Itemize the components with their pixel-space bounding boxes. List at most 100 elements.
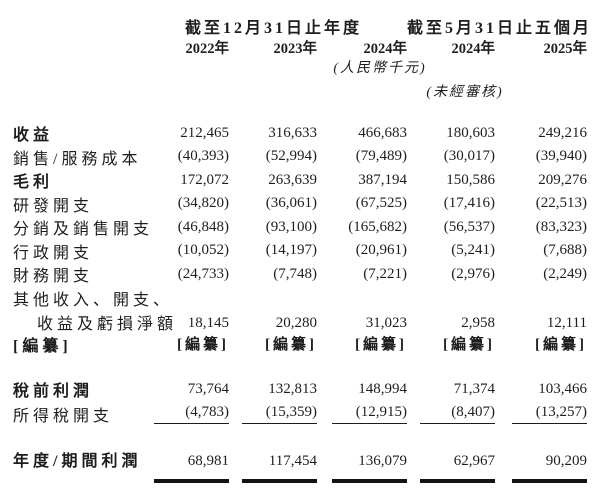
table-row-gross-profit: 毛利 172,072 263,639 387,194 150,586 209,2… [13, 168, 587, 192]
value-text: 117,454 [268, 452, 317, 469]
row-label-line2: 收益及虧損淨額 [37, 315, 178, 333]
value-cell: (8,407) [407, 404, 495, 424]
value-cell: 90,209 [495, 451, 587, 488]
table-row-finance-costs: 財務開支 (24,733) (7,748) (7,221) (2,976) (2… [13, 262, 587, 286]
table-row-distribution-selling-expenses: 分銷及銷售開支 (46,848) (93,100) (165,682) (56,… [13, 215, 587, 239]
value-cell: (17,416) [443, 195, 495, 211]
year-column-header: 2022年 [185, 41, 230, 57]
single-rule: (4,783) [154, 404, 229, 424]
value-text: 90,209 [545, 452, 587, 469]
value-cell: (79,489) [355, 148, 407, 164]
double-rule [242, 478, 317, 483]
table-row-profit-before-tax: 稅前利潤 73,764 132,813 148,994 71,374 103,4… [13, 377, 587, 401]
value-cell: 71,374 [453, 380, 495, 397]
double-rule [154, 478, 229, 483]
value-cell: [編纂] [177, 337, 229, 353]
value-cell: (7,748) [273, 265, 317, 282]
table-body: 收益 212,465 316,633 466,683 180,603 249,2… [13, 121, 587, 485]
value-cell: 12,111 [546, 314, 587, 331]
value-cell: (24,733) [177, 265, 229, 282]
row-label-line1: 其他收入、開支、 [13, 291, 174, 309]
table-row-income-tax-expense: 所得稅開支 (4,783) (15,359) (12,915) (8,407) … [13, 401, 587, 428]
year-column-header: 2025年 [543, 41, 588, 57]
header-period-interim: 截至5月31日止五個月 [407, 20, 593, 37]
year-column-header: 2023年 [273, 41, 318, 57]
value-cell: 136,079 [317, 451, 407, 488]
value-cell: (7,688) [543, 242, 587, 258]
value-text: 62,967 [453, 452, 495, 469]
row-label: 行政開支 [13, 244, 94, 262]
value-cell: [編纂] [355, 337, 407, 353]
double-rule [332, 478, 407, 483]
value-cell: 263,639 [268, 171, 317, 188]
value-cell: 68,981 [140, 451, 229, 488]
row-label: 所得稅開支 [13, 408, 114, 425]
value-cell: 150,586 [446, 171, 495, 188]
single-rule: (15,359) [242, 404, 317, 424]
value-cell: (46,848) [177, 218, 229, 235]
value-cell: [編纂] [535, 337, 587, 353]
year-column-header: 2024年 [451, 41, 496, 57]
header-spacer [13, 37, 140, 58]
currency-note: (人民幣千元) [333, 61, 427, 76]
header-period-annual: 截至12月31日止年度 [184, 20, 362, 37]
value-cell: (10,052) [177, 242, 229, 258]
unaudited-note: (未經審核) [426, 85, 504, 100]
table-header-years: 2022年 2023年 2024年 2024年 2025年 [13, 37, 588, 58]
value-cell: (39,940) [535, 148, 587, 164]
row-spacer [13, 428, 587, 451]
value-cell: 387,194 [358, 171, 407, 188]
row-label: 財務開支 [13, 268, 94, 285]
value-cell: 117,454 [229, 451, 317, 488]
table-row-admin-expenses: 行政開支 (10,052) (14,197) (20,961) (5,241) … [13, 239, 587, 263]
value-cell: (15,359) [229, 404, 317, 424]
value-cell: (2,249) [543, 265, 587, 282]
value-cell: 180,603 [446, 124, 495, 141]
value-cell: (93,100) [265, 218, 317, 235]
value-cell: (36,061) [265, 195, 317, 211]
value-cell: (165,682) [348, 218, 407, 235]
value-cell: (4,783) [140, 404, 229, 424]
value-cell: (30,017) [443, 148, 495, 164]
value-cell: 316,633 [268, 124, 317, 141]
table-row-other-income-net: 其他收入、開支、 收益及虧損淨額 18,145 20,280 31,023 2,… [13, 286, 587, 334]
table-row-rd-expenses: 研發開支 (34,820) (36,061) (67,525) (17,416)… [13, 192, 587, 216]
value-cell: (2,976) [451, 265, 495, 282]
value-cell: 18,145 [187, 314, 229, 331]
row-label: 稅前利潤 [13, 383, 94, 400]
row-label: 年度/期間利潤 [13, 452, 142, 470]
value-cell: 132,813 [268, 380, 317, 397]
value-cell: 2,958 [461, 314, 495, 331]
value-cell: (7,221) [363, 265, 407, 282]
value-cell: (67,525) [355, 195, 407, 211]
value-cell: (83,323) [535, 218, 587, 235]
year-column-header: 2024年 [363, 41, 408, 57]
row-spacer [13, 355, 587, 377]
value-text: 136,079 [358, 452, 407, 469]
single-rule: (12,915) [332, 404, 407, 424]
single-rule: (13,257) [512, 404, 587, 424]
value-cell: (5,241) [451, 242, 495, 258]
double-rule [420, 478, 495, 483]
table-row-revenue: 收益 212,465 316,633 466,683 180,603 249,2… [13, 121, 587, 145]
value-cell: 20,280 [275, 314, 317, 331]
table-row-cost-of-sales: 銷售/服務成本 (40,393) (52,994) (79,489) (30,0… [13, 145, 587, 169]
table-header-groups: 截至12月31日止年度 截至5月31日止五個月 [13, 14, 593, 38]
value-cell: 466,683 [358, 124, 407, 141]
double-rule [512, 478, 587, 483]
value-cell: 249,216 [538, 124, 587, 141]
value-cell: 148,994 [358, 380, 407, 397]
value-cell: 73,764 [187, 380, 229, 397]
value-cell: (20,961) [355, 242, 407, 258]
value-cell: (12,915) [317, 404, 407, 424]
row-label: 其他收入、開支、 收益及虧損淨額 [13, 286, 178, 334]
value-text: 68,981 [187, 452, 229, 469]
table-row-redacted: [編纂] [編纂] [編纂] [編纂] [編纂] [編纂] [13, 332, 587, 356]
value-cell: 212,465 [180, 124, 229, 141]
row-label: 毛利 [13, 174, 54, 191]
value-cell: [編纂] [443, 337, 495, 353]
value-cell: (22,513) [535, 195, 587, 211]
single-rule: (8,407) [420, 404, 495, 424]
value-cell: (52,994) [265, 148, 317, 164]
value-cell: 172,072 [180, 171, 229, 188]
